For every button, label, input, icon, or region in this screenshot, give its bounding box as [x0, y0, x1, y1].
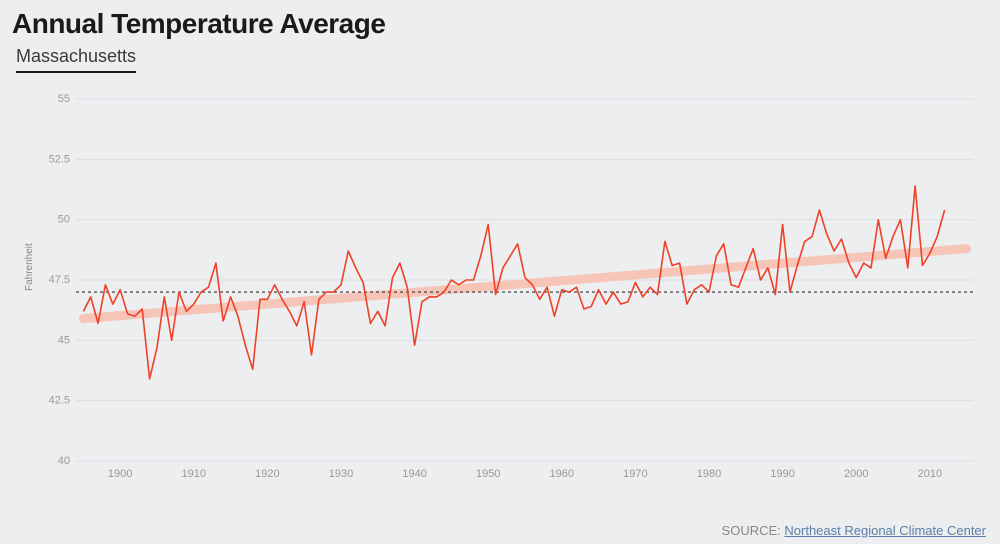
svg-text:50: 50	[58, 214, 70, 226]
svg-text:55: 55	[58, 93, 70, 105]
chart-title: Annual Temperature Average	[12, 8, 988, 40]
svg-text:47.5: 47.5	[49, 274, 70, 286]
svg-text:1900: 1900	[108, 468, 132, 480]
svg-text:1920: 1920	[255, 468, 279, 480]
svg-text:45: 45	[58, 334, 70, 346]
svg-text:1940: 1940	[402, 468, 426, 480]
svg-text:52.5: 52.5	[49, 153, 70, 165]
source-link[interactable]: Northeast Regional Climate Center	[784, 523, 986, 538]
svg-text:1950: 1950	[476, 468, 500, 480]
svg-text:42.5: 42.5	[49, 395, 70, 407]
line-chart: 40 42.5 45 47.5 50 52.5 55 1900 1910 1920 1930 1940…	[36, 91, 986, 491]
svg-text:40: 40	[58, 455, 70, 467]
svg-text:1910: 1910	[182, 468, 206, 480]
svg-text:2010: 2010	[918, 468, 942, 480]
y-axis-label: Fahrenheit	[24, 243, 35, 291]
svg-text:1930: 1930	[329, 468, 353, 480]
svg-text:1980: 1980	[697, 468, 721, 480]
source-attribution: SOURCE: Northeast Regional Climate Cente…	[722, 523, 986, 538]
svg-text:2000: 2000	[844, 468, 868, 480]
svg-text:1990: 1990	[770, 468, 794, 480]
svg-text:1970: 1970	[623, 468, 647, 480]
chart-subtitle: Massachusetts	[16, 46, 136, 73]
svg-text:1960: 1960	[550, 468, 574, 480]
source-label: SOURCE:	[722, 523, 781, 538]
